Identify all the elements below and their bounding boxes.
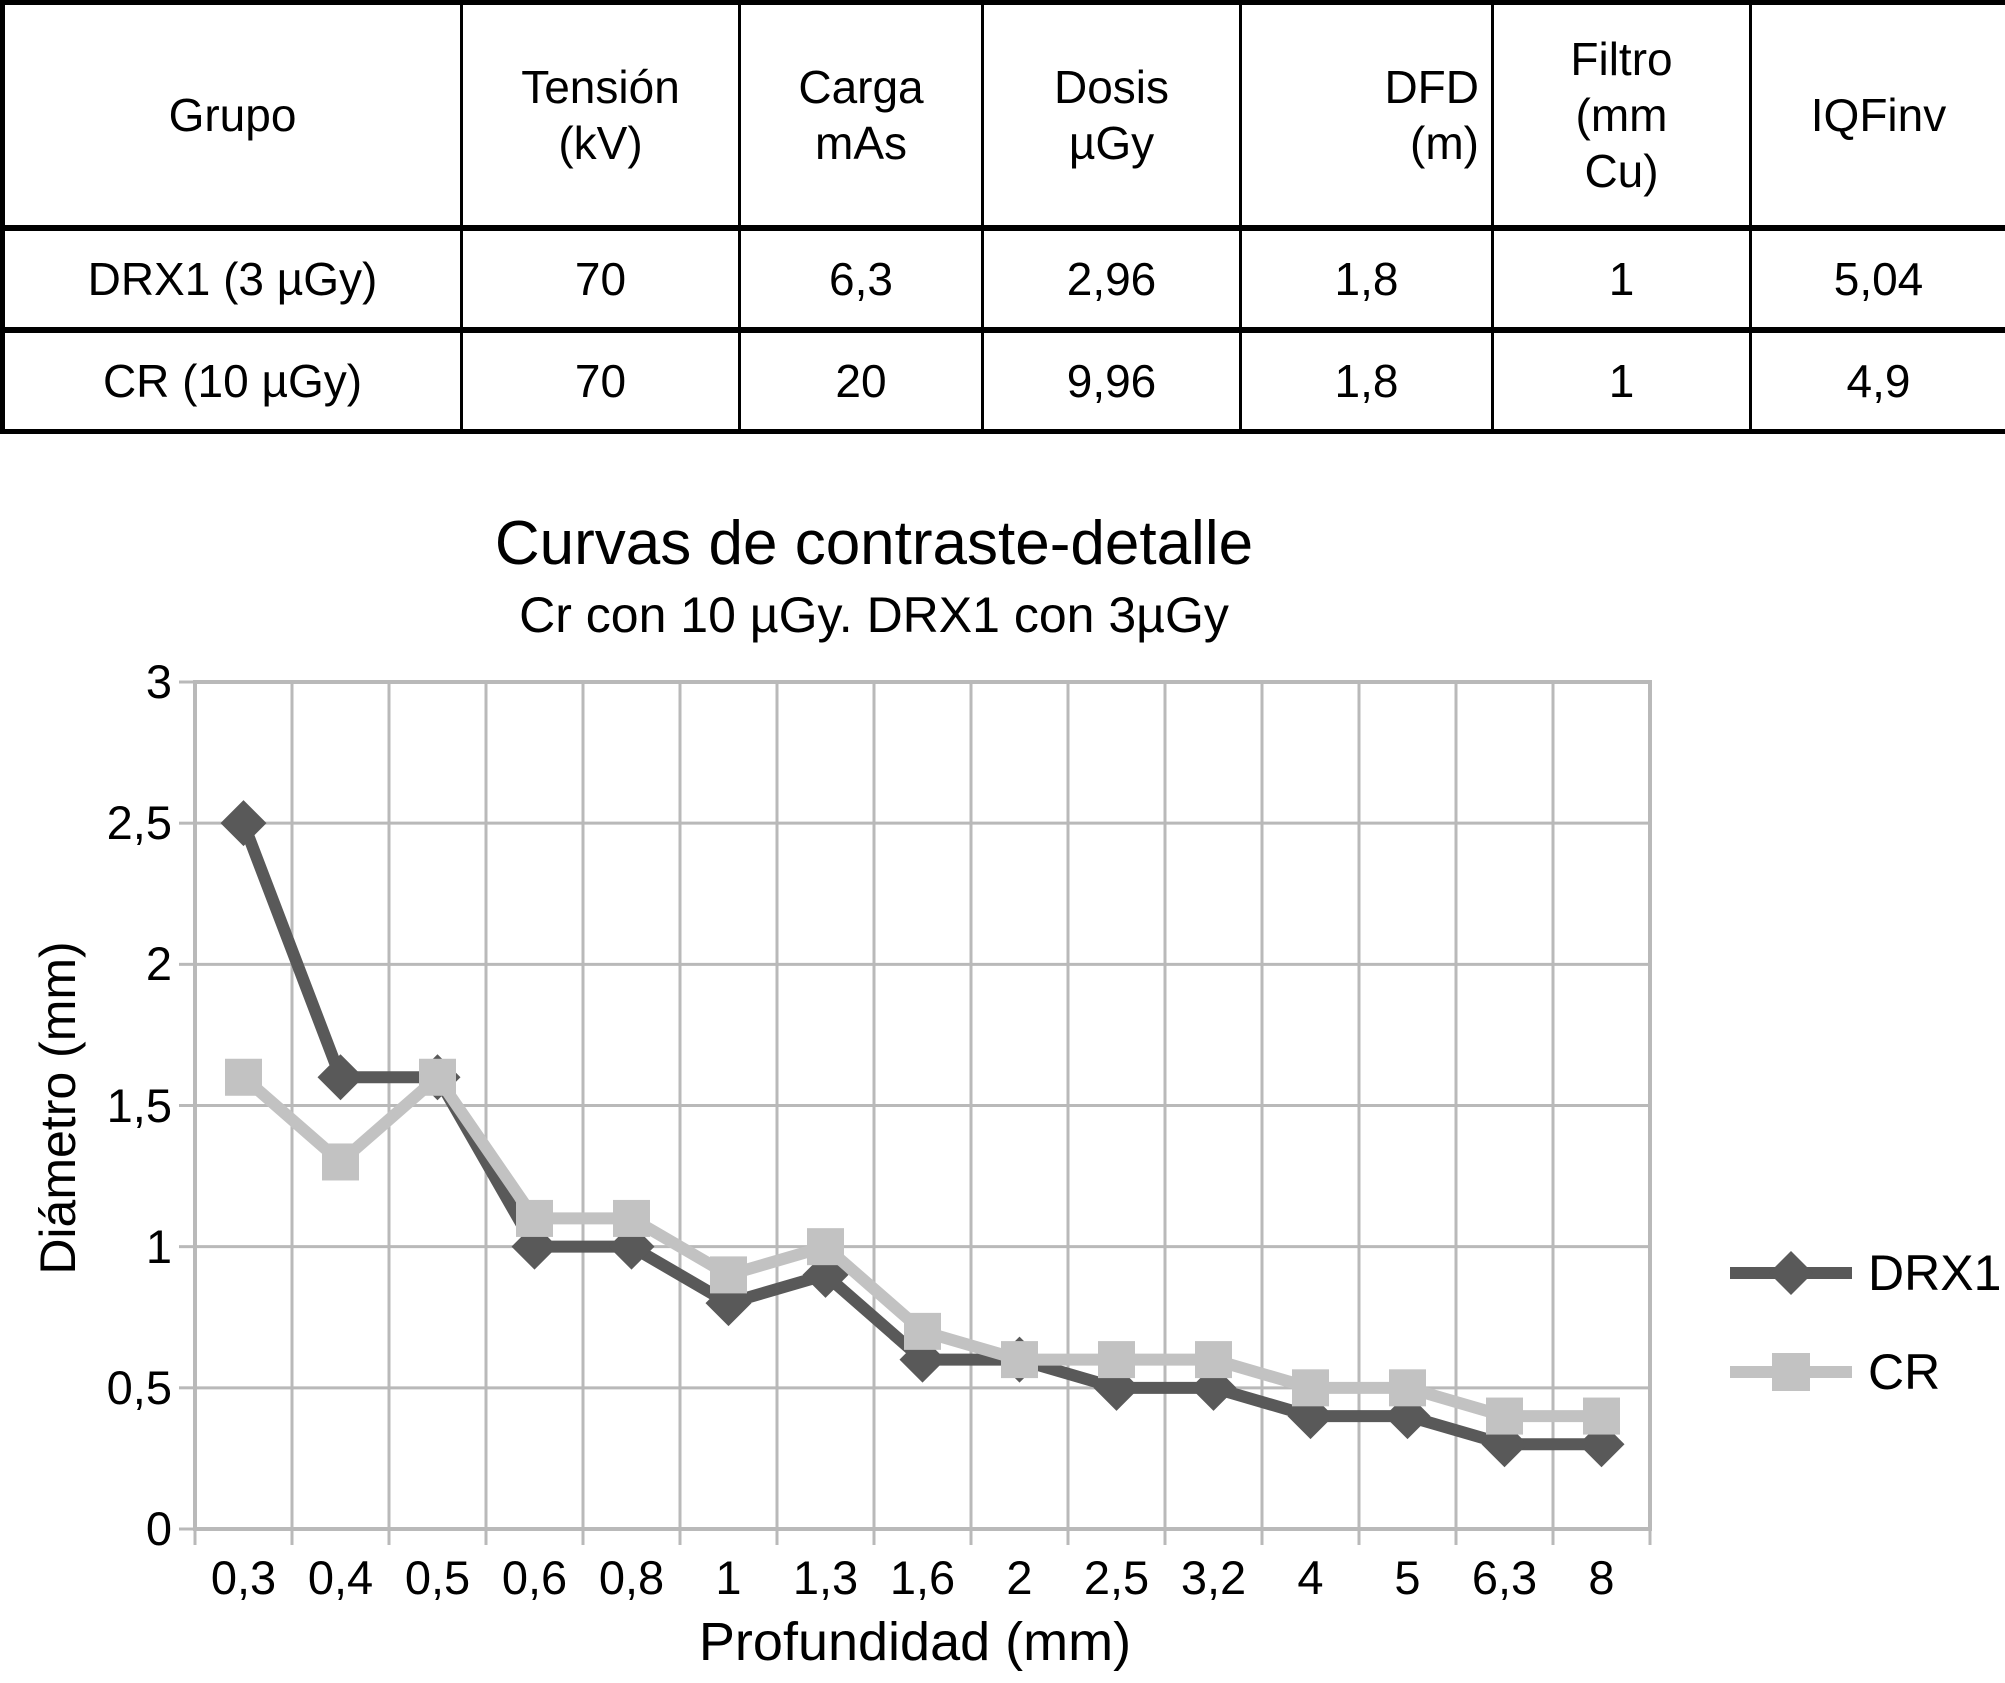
chart-title: Curvas de contraste-detalle (494, 509, 1254, 578)
data-marker-cr (904, 1312, 941, 1350)
col-header-tension: Tensión (kV) (460, 1, 741, 231)
chart-subtitle: Cr con 10 µGy. DRX1 con 3µGy (519, 587, 1229, 643)
x-tick-label: 5 (1394, 1551, 1421, 1604)
data-marker-cr (1098, 1341, 1135, 1379)
cell-carga: 6,3 (738, 226, 984, 333)
cell-iqfinv: 4,9 (1749, 328, 2005, 433)
data-marker-drx1 (317, 1054, 364, 1101)
y-tick-label: 0,5 (106, 1360, 172, 1414)
cell-tension: 70 (460, 226, 741, 333)
col-header-carga: Carga mAs (738, 1, 984, 231)
data-marker-cr (1486, 1397, 1523, 1435)
table-row: DRX1 (3 µGy) 70 6,3 2,96 1,8 1 5,04 (1, 226, 2005, 333)
cell-grupo: CR (10 µGy) (1, 328, 463, 433)
cell-dfd: 1,8 (1239, 328, 1494, 433)
y-tick-label: 2,5 (106, 796, 172, 850)
y-tick-label: 0 (145, 1502, 172, 1555)
data-marker-cr (225, 1058, 262, 1096)
col-header-grupo: Grupo (1, 1, 463, 231)
col-header-dfd: DFD (m) (1239, 1, 1494, 231)
x-tick-label: 0,4 (307, 1551, 374, 1604)
data-marker-drx1 (220, 800, 267, 847)
legend-marker-drx1 (1769, 1251, 1813, 1295)
x-tick-label: 0,8 (598, 1551, 665, 1604)
col-header-iqfinv: IQFinv (1749, 1, 2005, 231)
legend-marker-cr (1772, 1353, 1810, 1391)
table-row: CR (10 µGy) 70 20 9,96 1,8 1 4,9 (1, 328, 2005, 433)
data-marker-cr (710, 1256, 747, 1294)
data-marker-cr (419, 1058, 456, 1096)
cell-dosis: 2,96 (981, 226, 1242, 333)
y-tick-label: 1,5 (106, 1078, 172, 1132)
x-tick-label: 1,6 (889, 1551, 956, 1604)
x-axis-title: Profundidad (mm) (698, 1612, 1132, 1672)
x-tick-label: 0,5 (404, 1551, 471, 1604)
x-tick-label: 2,5 (1083, 1551, 1150, 1604)
data-marker-cr (1583, 1397, 1620, 1435)
cell-iqfinv: 5,04 (1749, 226, 2005, 333)
x-tick-label: 0,6 (501, 1551, 568, 1604)
cell-tension: 70 (460, 328, 741, 433)
legend-label-cr: CR (1868, 1344, 1941, 1400)
data-marker-cr (1389, 1369, 1426, 1407)
data-marker-cr (613, 1199, 650, 1237)
parameters-table: Grupo Tensión (kV) Carga mAs Dosis µGy D… (0, 0, 2005, 434)
x-tick-label: 1,3 (792, 1551, 859, 1604)
data-marker-cr (516, 1199, 553, 1237)
cell-filtro: 1 (1491, 226, 1752, 333)
y-tick-label: 1 (145, 1219, 172, 1273)
x-tick-label: 2 (1006, 1551, 1033, 1604)
data-marker-cr (1292, 1369, 1329, 1407)
y-tick-label: 2 (145, 937, 172, 991)
cell-dosis: 9,96 (981, 328, 1242, 433)
cell-grupo: DRX1 (3 µGy) (1, 226, 463, 333)
x-tick-label: 4 (1297, 1551, 1324, 1604)
y-tick-label: 3 (145, 655, 172, 708)
col-header-dosis: Dosis µGy (981, 1, 1242, 231)
x-tick-label: 3,2 (1180, 1551, 1247, 1604)
table-header-row: Grupo Tensión (kV) Carga mAs Dosis µGy D… (1, 1, 2005, 231)
data-marker-cr (1195, 1341, 1232, 1379)
data-marker-cr (322, 1143, 359, 1181)
cell-filtro: 1 (1491, 328, 1752, 433)
data-marker-cr (807, 1228, 844, 1266)
cell-carga: 20 (738, 328, 984, 433)
plot-area (179, 680, 1852, 1545)
x-tick-label: 0,3 (210, 1551, 277, 1604)
x-tick-label: 1 (715, 1551, 742, 1604)
legend-label-drx1: DRX1 (1868, 1245, 2002, 1301)
data-marker-cr (1001, 1341, 1038, 1379)
col-header-filtro: Filtro (mm Cu) (1491, 1, 1752, 231)
x-tick-label: 8 (1588, 1551, 1615, 1604)
cell-dfd: 1,8 (1239, 226, 1494, 333)
x-tick-label: 6,3 (1471, 1551, 1538, 1604)
